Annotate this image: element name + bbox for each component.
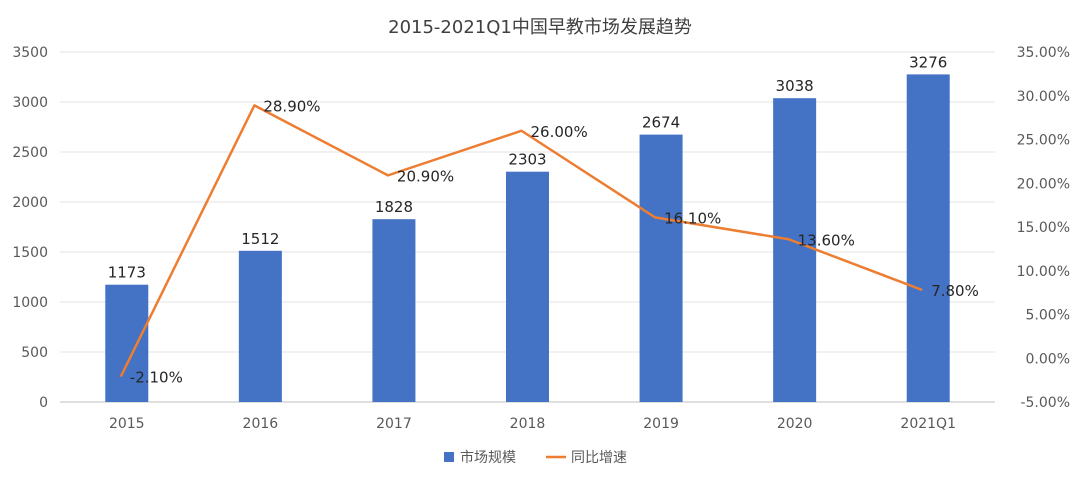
right-y-axis: -5.00% 0.00% 5.00% 10.00% 15.00% 20.00% 25.00%…	[1017, 45, 1070, 411]
left-tick-label: 1500	[12, 245, 48, 261]
right-tick-label: 30.00%	[1017, 89, 1070, 105]
x-tick-label: 2021Q1	[900, 416, 956, 432]
line-data-label: 13.60%	[798, 231, 855, 249]
line-data-label: -2.10%	[130, 369, 183, 387]
right-tick-label: 0.00%	[1026, 351, 1070, 367]
left-tick-label: 3500	[12, 45, 48, 61]
legend: 市场规模 同比增速	[444, 449, 627, 466]
right-tick-label: 20.00%	[1017, 176, 1070, 192]
left-tick-label: 0	[39, 395, 48, 411]
bar-series: 1173 1512 1828 2303 2674 3038 3276	[105, 53, 950, 403]
bar-data-label: 2303	[508, 151, 546, 169]
left-tick-label: 2500	[12, 145, 48, 161]
bar-data-label: 2674	[642, 114, 680, 132]
right-tick-label: 25.00%	[1017, 133, 1070, 149]
right-tick-label: 10.00%	[1017, 264, 1070, 280]
bar	[238, 250, 282, 402]
bar-data-label: 3038	[776, 77, 814, 95]
legend-label-line: 同比增速	[571, 450, 627, 466]
right-tick-label: 35.00%	[1017, 45, 1070, 61]
left-tick-label: 500	[21, 345, 48, 361]
bar	[506, 171, 549, 402]
left-tick-label: 1000	[12, 295, 48, 311]
line-series: -2.10% 28.90% 20.90% 26.00% 16.10% 13.60% 7.80…	[119, 97, 979, 387]
right-tick-label: 15.00%	[1017, 220, 1070, 236]
bar	[105, 284, 149, 402]
left-tick-label: 3000	[12, 95, 48, 111]
bar	[906, 74, 950, 403]
x-tick-label: 2020	[777, 416, 813, 432]
x-tick-label: 2015	[109, 416, 145, 432]
bar-data-label: 3276	[909, 53, 947, 71]
x-tick-label: 2019	[643, 416, 679, 432]
left-tick-label: 2000	[12, 195, 48, 211]
bar-data-label: 1173	[108, 264, 146, 282]
x-tick-label: 2017	[376, 416, 412, 432]
right-tick-label: 5.00%	[1026, 308, 1070, 324]
legend-swatch-bar	[444, 452, 454, 462]
bar	[372, 219, 416, 402]
right-tick-label: -5.00%	[1020, 395, 1070, 411]
line-data-label: 16.10%	[664, 209, 721, 227]
x-tick-label: 2018	[510, 416, 546, 432]
bar	[639, 134, 683, 402]
growth-line	[119, 104, 923, 378]
left-y-axis: 0 500 1000 1500 2000 2500 3000 3500	[12, 45, 48, 411]
line-data-label: 26.00%	[531, 123, 588, 141]
line-data-label: 20.90%	[397, 167, 454, 185]
legend-label-bar: 市场规模	[460, 449, 516, 466]
line-data-label: 7.80%	[931, 282, 979, 300]
bar-data-label: 1828	[375, 198, 413, 216]
bar	[773, 98, 817, 402]
x-tick-label: 2016	[243, 416, 279, 432]
bar-data-label: 1512	[241, 230, 279, 248]
chart-title: 2015-2021Q1中国早教市场发展趋势	[388, 17, 692, 38]
x-axis: 2015 2016 2017 2018 2019 2020 2021Q1	[109, 416, 956, 432]
line-data-label: 28.90%	[263, 97, 320, 115]
